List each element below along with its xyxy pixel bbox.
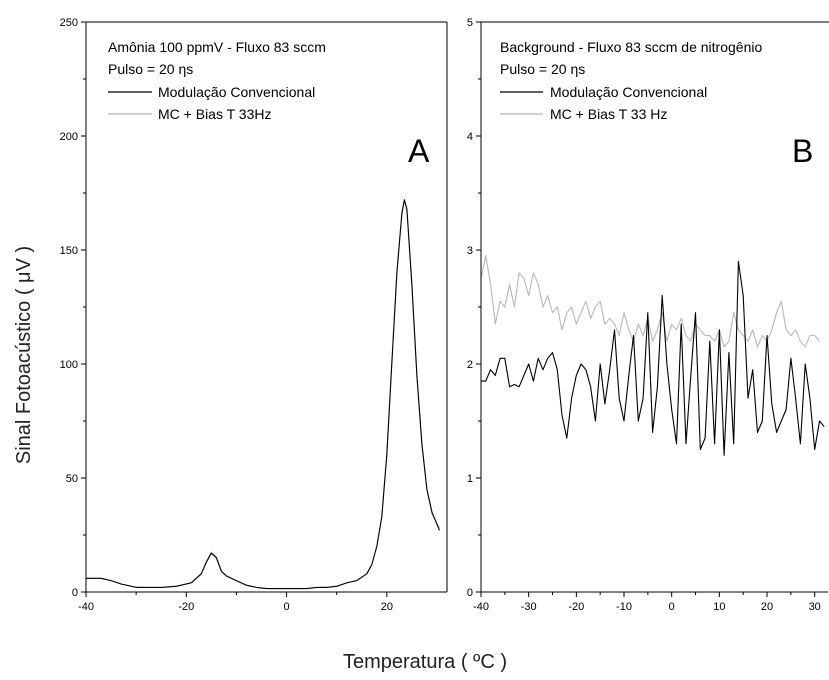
panel-b-y-tick-label: 2: [467, 359, 473, 371]
panel-b-legend-label: Modulação Convencional: [550, 84, 707, 100]
panel-b-y-tick-label: 3: [467, 245, 473, 257]
panel-a-letter: A: [408, 133, 430, 169]
panel-b-x-tick-label: -10: [616, 601, 632, 613]
panel-b-series-2-line: [480, 255, 820, 348]
panel-a-x-tick-label: -20: [178, 601, 194, 613]
panel-a-series-2-line: [86, 199, 440, 590]
panel-b-x-tick-label: -20: [568, 601, 584, 613]
panel-b-letter: B: [792, 133, 813, 169]
x-axis-title: Temperatura ( ºC ): [343, 651, 507, 673]
panel-b-x-tick-label: 20: [761, 601, 773, 613]
panel-a-legend-label: Modulação Convencional: [158, 84, 315, 100]
panel-b-y-tick-label: 1: [467, 473, 473, 485]
panel-b-legend-label: MC + Bias T 33 Hz: [550, 106, 667, 122]
panel-a-x-tick-label: 0: [283, 601, 289, 613]
panel-b-y-tick-label: 5: [467, 17, 473, 29]
panel-a-x-tick-label: 20: [381, 601, 393, 613]
y-axis-title: Sinal Fotoacústico ( μV ): [13, 246, 35, 464]
panel-a-y-tick-label: 0: [72, 587, 78, 599]
panel-a-annotation-line: Amônia 100 ppmV - Fluxo 83 sccm: [108, 39, 326, 55]
panel-a-y-tick-label: 200: [60, 131, 78, 143]
panel-b: 0 1 2 3 4 5 -40 -30 -20 -10 0 10 20 30 Background - Fl…: [467, 17, 829, 613]
panel-a-y-tick-label: 150: [60, 245, 78, 257]
panel-b-x-tick-label: 30: [809, 601, 821, 613]
panel-a: 0 50 100 150 200 250 -40 -20 0 20 Amônia 100 ppmV …: [60, 17, 448, 613]
panel-a-y-tick-label: 50: [66, 473, 78, 485]
panel-b-x-tick-label: 0: [669, 601, 675, 613]
panel-a-y-tick-label: 250: [60, 17, 78, 29]
panel-a-legend-label: MC + Bias T 33Hz: [158, 106, 271, 122]
panel-b-x-tick-label: 10: [713, 601, 725, 613]
panel-b-annotation-line: Pulso = 20 ηs: [500, 61, 585, 77]
panel-b-annotation-line: Background - Fluxo 83 sccm de nitrogênio: [500, 39, 762, 55]
panel-b-series-1-line: [481, 260, 825, 456]
panel-a-series-1-line: [86, 199, 441, 590]
panel-b-y-tick-label: 4: [467, 131, 473, 143]
panel-a-annotation-line: Pulso = 20 ηs: [108, 61, 193, 77]
panel-b-x-tick-label: -30: [521, 601, 537, 613]
panel-b-x-tick-label: -40: [473, 601, 489, 613]
panel-a-y-tick-label: 100: [60, 359, 78, 371]
panel-b-y-tick-label: 0: [467, 587, 473, 599]
panel-a-x-tick-label: -40: [78, 601, 94, 613]
